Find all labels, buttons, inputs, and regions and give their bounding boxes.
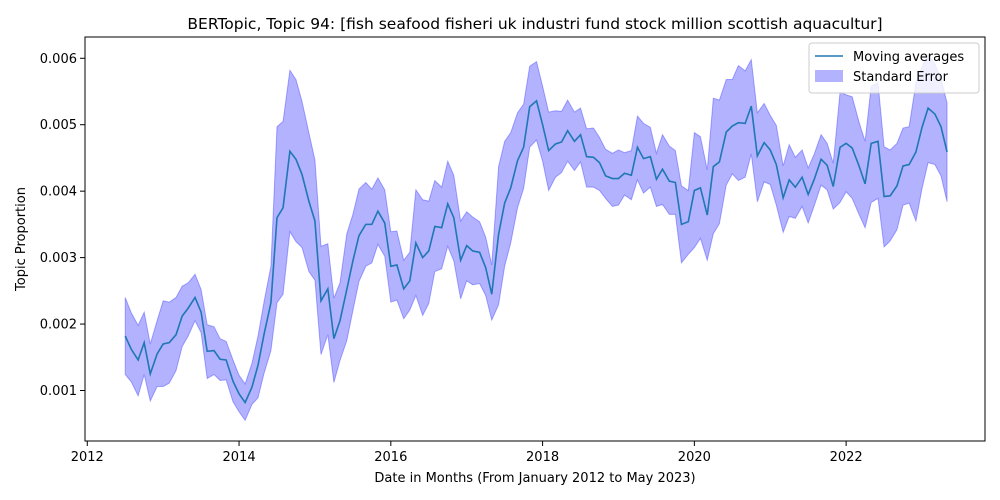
legend-label-moving-averages: Moving averages: [853, 50, 964, 65]
chart-title: BERTopic, Topic 94: [fish seafood fisher…: [187, 15, 882, 33]
x-tick-label: 2014: [223, 450, 256, 465]
y-tick-label: 0.003: [40, 251, 77, 266]
legend: Moving averages Standard Error: [808, 42, 980, 94]
legend-band-swatch: [815, 70, 843, 82]
x-tick-label: 2020: [678, 450, 711, 465]
y-tick-label: 0.005: [40, 118, 77, 133]
legend-frame: [808, 42, 980, 94]
y-tick-label: 0.004: [40, 185, 77, 200]
x-axis-label: Date in Months (From January 2012 to May…: [374, 471, 695, 486]
x-tick-label: 2016: [374, 450, 407, 465]
moving-average-line: [124, 99, 948, 405]
x-tick-label: 2012: [71, 450, 104, 465]
plot-frame: [84, 36, 986, 442]
x-tick-label: 2022: [830, 450, 863, 465]
plot-area: [124, 53, 948, 422]
y-axis-label: Topic Proportion: [14, 187, 29, 292]
standard-error-band: [124, 53, 948, 422]
y-tick-label: 0.002: [40, 318, 77, 333]
x-tick-label: 2018: [526, 450, 559, 465]
y-axis: 0.001 0.002 0.003 0.004 0.005 0.006: [40, 52, 85, 399]
legend-label-standard-error: Standard Error: [853, 70, 949, 85]
x-axis: 2012 2014 2016 2018 2020 2022: [71, 441, 863, 465]
y-tick-label: 0.006: [40, 52, 77, 67]
y-tick-label: 0.001: [40, 384, 77, 399]
